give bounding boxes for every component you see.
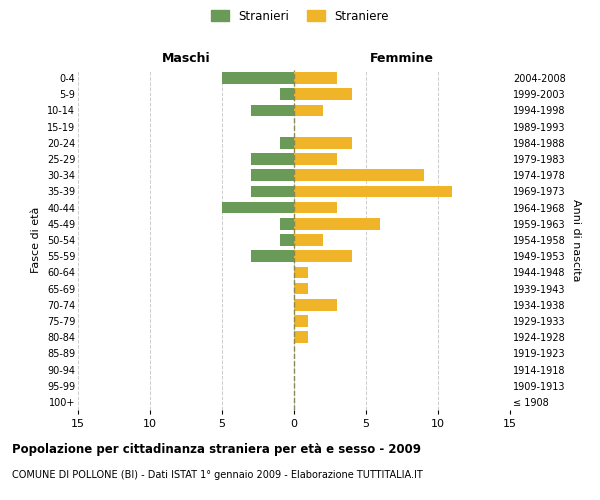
Bar xyxy=(251,104,294,117)
Bar xyxy=(294,137,352,148)
Bar xyxy=(294,202,337,213)
Bar xyxy=(294,332,308,343)
Bar xyxy=(294,315,308,327)
Legend: Stranieri, Straniere: Stranieri, Straniere xyxy=(206,5,394,28)
Bar xyxy=(294,72,337,84)
Bar xyxy=(294,234,323,246)
Bar xyxy=(222,72,294,84)
Bar xyxy=(222,202,294,213)
Y-axis label: Anni di nascita: Anni di nascita xyxy=(571,198,581,281)
Bar xyxy=(294,250,352,262)
Bar xyxy=(280,137,294,148)
Bar xyxy=(294,153,337,165)
Bar xyxy=(294,170,424,181)
Bar xyxy=(294,104,323,117)
Text: COMUNE DI POLLONE (BI) - Dati ISTAT 1° gennaio 2009 - Elaborazione TUTTITALIA.IT: COMUNE DI POLLONE (BI) - Dati ISTAT 1° g… xyxy=(12,470,423,480)
Bar xyxy=(294,186,452,198)
Bar xyxy=(251,153,294,165)
Bar xyxy=(280,234,294,246)
Bar xyxy=(294,218,380,230)
Bar xyxy=(280,88,294,100)
Text: Maschi: Maschi xyxy=(161,52,211,65)
Text: Popolazione per cittadinanza straniera per età e sesso - 2009: Popolazione per cittadinanza straniera p… xyxy=(12,442,421,456)
Bar xyxy=(251,170,294,181)
Bar xyxy=(251,250,294,262)
Bar xyxy=(294,299,337,310)
Bar xyxy=(280,218,294,230)
Bar xyxy=(294,266,308,278)
Text: Femmine: Femmine xyxy=(370,52,434,65)
Bar xyxy=(251,186,294,198)
Bar xyxy=(294,88,352,100)
Y-axis label: Fasce di età: Fasce di età xyxy=(31,207,41,273)
Bar xyxy=(294,282,308,294)
